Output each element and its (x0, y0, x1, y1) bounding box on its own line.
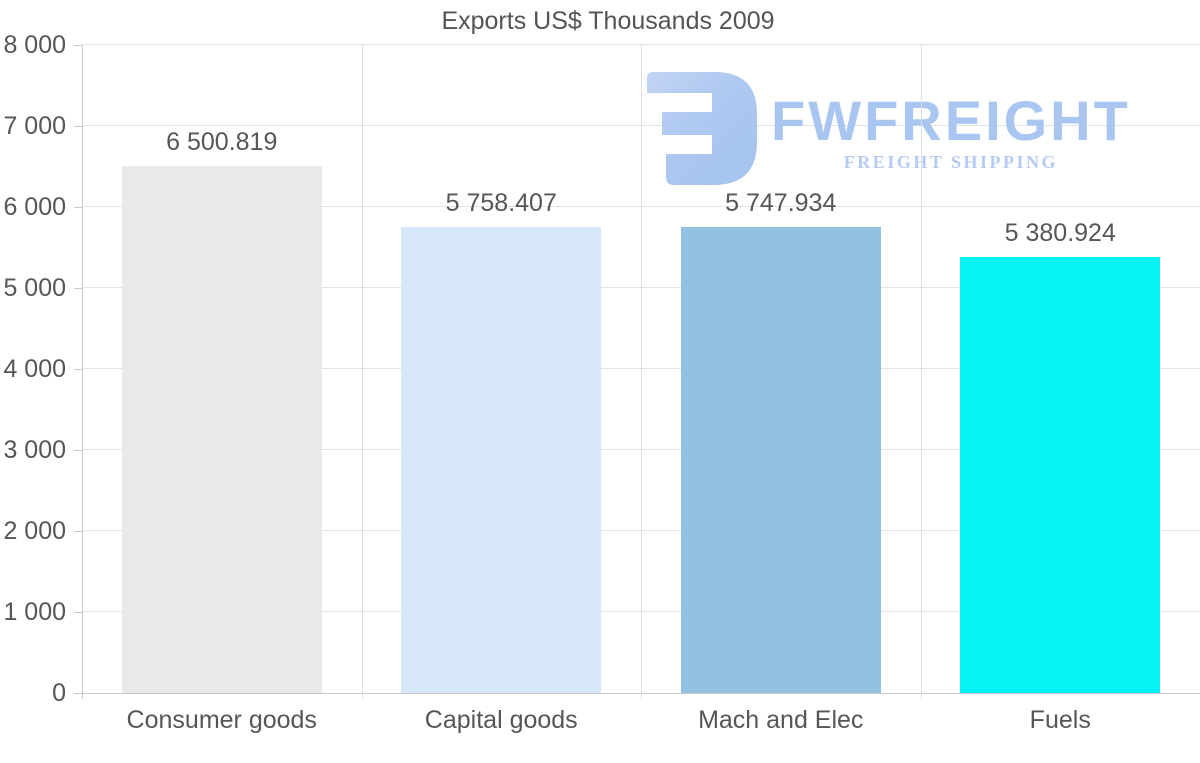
y-axis-line (82, 45, 83, 699)
y-tick-label: 4 000 (3, 355, 66, 383)
tick-mark (74, 126, 82, 127)
watermark-tagline-text: FREIGHT SHIPPING (843, 152, 1059, 172)
tick-mark (74, 531, 82, 532)
x-axis-line (74, 693, 1200, 694)
tick-mark (74, 45, 82, 46)
y-tick-label: 8 000 (3, 31, 66, 59)
chart-title: Exports US$ Thousands 2009 (441, 7, 775, 35)
x-category-label: Consumer goods (126, 706, 317, 734)
tick-mark (74, 207, 82, 208)
gridline (920, 45, 922, 699)
y-tick-label: 7 000 (3, 112, 66, 140)
y-tick-label: 5 000 (3, 274, 66, 302)
y-tick-label: 0 (52, 679, 66, 707)
bar-value-label: 5 758.407 (445, 188, 557, 217)
tick-mark (74, 450, 82, 451)
y-tick-label: 1 000 (3, 598, 66, 626)
x-category-label: Fuels (1029, 706, 1091, 734)
fwfreight-logo-icon (647, 72, 757, 185)
y-tick-label: 6 000 (3, 193, 66, 221)
bar-value-label: 5 747.934 (725, 189, 837, 218)
x-category-label: Mach and Elec (698, 706, 864, 734)
watermark-brand-text: FWFREIGHT (771, 89, 1131, 152)
gridline (361, 45, 363, 699)
gridline (641, 45, 642, 699)
y-tick-label: 2 000 (3, 517, 66, 545)
bar (680, 227, 881, 693)
x-category-label: Capital goods (424, 706, 578, 734)
watermark-logo: FWFREIGHT FREIGHT SHIPPING (647, 72, 1131, 185)
bar-value-label: 6 500.819 (166, 128, 278, 157)
bar (121, 166, 322, 693)
tick-mark (74, 288, 82, 289)
tick-mark (74, 612, 82, 613)
watermark-text-block: FWFREIGHT FREIGHT SHIPPING (771, 93, 1131, 173)
tick-mark (74, 693, 82, 694)
bar (960, 257, 1161, 693)
y-tick-label: 3 000 (3, 436, 66, 464)
bar-value-label: 5 380.924 (1004, 219, 1116, 248)
bar (401, 226, 602, 693)
gridline (82, 44, 1200, 45)
plot-area: 6 500.819 5 758.407 5 747.934 5 380.924 (82, 44, 1200, 693)
tick-mark (74, 369, 82, 370)
